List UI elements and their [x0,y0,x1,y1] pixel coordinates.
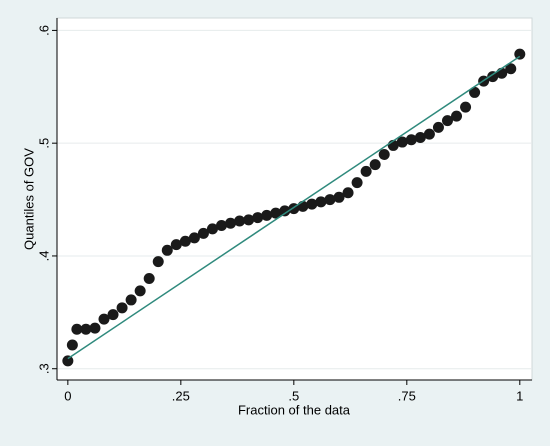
y-axis-label: Quantiles of GOV [21,148,36,250]
point [116,302,128,314]
point [107,309,119,321]
point [441,115,453,127]
plot-area [56,17,533,381]
point [216,220,228,232]
point [351,177,363,189]
point [333,191,345,203]
point [134,285,146,297]
point [170,239,182,251]
y-tick-label: .3 [36,363,51,374]
point [179,235,191,247]
point [405,134,417,146]
point [306,198,318,210]
point [324,194,336,206]
point [206,223,218,235]
point [152,256,164,268]
point [89,322,101,334]
point [71,323,83,335]
x-tick-label: .5 [288,388,299,403]
point [396,136,408,148]
point [225,217,237,229]
point [360,165,372,177]
x-tick-label: .75 [398,388,416,403]
point [62,355,74,367]
reference-line [67,55,521,360]
point [460,101,472,113]
y-tick-label: .5 [36,138,51,149]
point [342,187,354,199]
point [514,48,526,60]
point [369,159,381,171]
point [234,215,246,227]
point [279,205,291,217]
point [188,232,200,244]
point [432,121,444,133]
y-tick-label: .6 [36,25,51,36]
point [143,273,155,285]
point [125,294,137,306]
point [270,207,282,219]
x-tick-label: 1 [516,388,523,403]
point [414,132,426,144]
y-tick-label: .4 [36,251,51,262]
point [80,323,92,335]
x-axis-label: Fraction of the data [238,402,351,417]
point [451,110,463,122]
point [252,212,264,224]
point [261,209,273,221]
point [161,244,173,256]
x-tick-label: .25 [172,388,190,403]
x-tick-label: 0 [64,388,71,403]
point [505,63,517,75]
point [243,214,255,226]
point [98,313,110,325]
point [197,227,209,239]
point [66,339,78,351]
point [423,128,435,140]
point [315,196,327,208]
point [487,71,499,83]
point [378,148,390,160]
point [469,86,481,98]
